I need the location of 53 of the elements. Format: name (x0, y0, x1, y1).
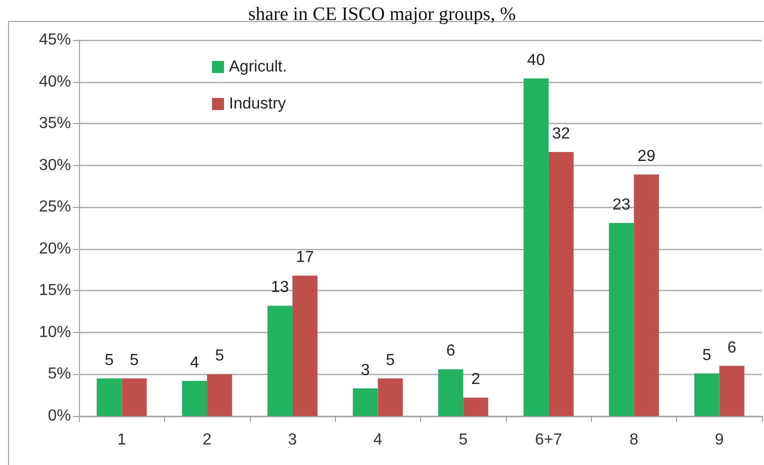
data-label: 5 (104, 352, 114, 369)
data-label: 6 (727, 339, 736, 356)
y-tick-label: 0% (48, 408, 71, 424)
x-tick-label: 8 (629, 432, 638, 448)
bar (719, 366, 744, 416)
x-tick-label: 6+7 (534, 432, 562, 448)
bar (122, 378, 147, 416)
bar (207, 374, 232, 416)
bar (352, 388, 378, 416)
data-label: 6 (446, 342, 456, 360)
y-tick-label: 40% (38, 73, 71, 90)
y-tick-label: 20% (38, 240, 71, 258)
chart-title: share in CE ISCO major groups, % (248, 4, 516, 25)
data-label: 13 (271, 279, 289, 296)
x-tick-label: 4 (373, 432, 382, 448)
legend-label: Agricult. (229, 58, 287, 76)
bar (463, 398, 488, 416)
data-label: 32 (552, 125, 570, 142)
bar (292, 276, 318, 416)
bar (438, 369, 464, 416)
data-label: 23 (612, 196, 630, 214)
data-label: 2 (471, 371, 480, 388)
data-label: 40 (527, 52, 546, 69)
data-label: 4 (190, 354, 200, 372)
x-tick-label: 5 (458, 432, 468, 448)
bar (608, 222, 634, 416)
y-tick-label: 10% (38, 324, 71, 341)
bar (548, 152, 574, 416)
y-tick-label: 35% (38, 115, 71, 132)
bar (378, 378, 403, 416)
bar (634, 174, 659, 416)
bar (694, 373, 720, 416)
y-tick-label: 30% (38, 156, 71, 174)
x-tick-label: 9 (714, 432, 724, 448)
bar (96, 378, 122, 416)
y-tick-label: 5% (48, 366, 71, 383)
bar (267, 306, 292, 416)
data-label: 5 (130, 352, 139, 369)
data-label: 29 (638, 148, 656, 166)
x-tick-label: 1 (117, 432, 126, 448)
data-label: 5 (386, 352, 395, 369)
bar (524, 78, 549, 416)
data-label: 17 (296, 249, 314, 266)
data-label: 5 (215, 348, 224, 365)
x-tick-label: 3 (288, 432, 297, 448)
data-label: 5 (702, 346, 712, 364)
bar (182, 380, 208, 416)
y-tick-label: 15% (38, 282, 71, 300)
y-tick-label: 25% (38, 198, 71, 216)
legend-label: Industry (229, 96, 286, 112)
y-tick-label: 45% (38, 32, 71, 48)
x-tick-label: 2 (202, 432, 212, 448)
data-label: 3 (360, 362, 370, 379)
